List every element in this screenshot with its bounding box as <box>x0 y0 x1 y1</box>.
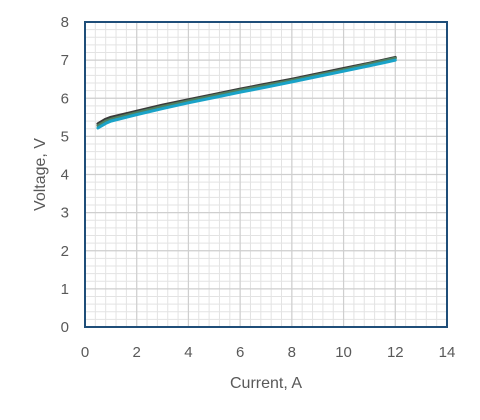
y-tick-label: 6 <box>61 90 69 107</box>
series-layer <box>96 55 397 130</box>
series-line-3 <box>96 58 397 130</box>
plot-area-border <box>84 21 448 328</box>
y-axis-tick-labels: 0 1 2 3 4 5 6 7 8 <box>61 14 69 336</box>
y-tick-label: 8 <box>61 14 69 31</box>
x-tick-label: 8 <box>288 344 296 361</box>
y-axis-title: Voltage, V <box>32 138 49 211</box>
y-tick-label: 3 <box>61 205 69 222</box>
x-tick-label: 4 <box>184 344 192 361</box>
y-tick-label: 7 <box>61 52 69 69</box>
y-tick-label: 0 <box>61 319 69 336</box>
x-axis-title: Current, A <box>230 375 302 392</box>
x-axis-tick-labels: 0 2 4 6 8 10 12 14 <box>81 344 456 361</box>
x-tick-label: 6 <box>236 344 244 361</box>
y-tick-label: 1 <box>61 281 69 298</box>
y-tick-label: 5 <box>61 128 69 145</box>
x-tick-label: 0 <box>81 344 89 361</box>
y-tick-label: 4 <box>61 167 69 184</box>
x-tick-label: 14 <box>439 344 456 361</box>
x-tick-label: 10 <box>335 344 352 361</box>
y-tick-label: 2 <box>61 243 69 260</box>
x-tick-label: 12 <box>387 344 404 361</box>
x-tick-label: 2 <box>133 344 141 361</box>
